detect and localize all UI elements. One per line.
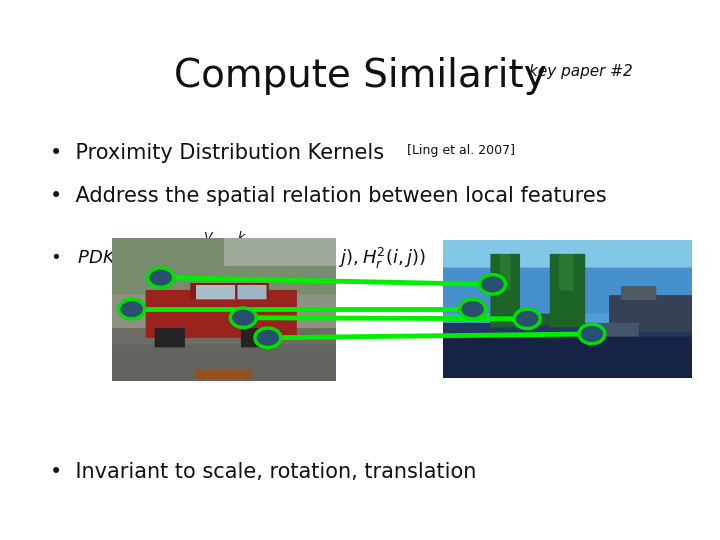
Text: Compute Similarity: Compute Similarity xyxy=(174,57,546,94)
Text: +: + xyxy=(586,327,598,341)
Text: +: + xyxy=(126,302,138,316)
Text: •  Invariant to scale, rotation, translation: • Invariant to scale, rotation, translat… xyxy=(50,462,477,482)
Text: +: + xyxy=(521,312,533,326)
Text: •   $PDK(I^1, I^2) = \sum_{i,j=1}^{V} \sum_{r=1}^{k} \min(H_r^1(i,j), H_r^2(i,j): • $PDK(I^1, I^2) = \sum_{i,j=1}^{V} \sum… xyxy=(50,230,426,287)
Text: key paper #2: key paper #2 xyxy=(529,64,633,79)
Text: +: + xyxy=(487,278,498,292)
Text: +: + xyxy=(467,302,478,316)
Text: +: + xyxy=(155,271,166,285)
Text: [Ling et al. 2007]: [Ling et al. 2007] xyxy=(407,144,515,157)
Text: +: + xyxy=(262,331,274,345)
Text: •  Address the spatial relation between local features: • Address the spatial relation between l… xyxy=(50,186,607,206)
Text: •  Proximity Distribution Kernels: • Proximity Distribution Kernels xyxy=(50,143,391,163)
Text: +: + xyxy=(238,310,249,325)
